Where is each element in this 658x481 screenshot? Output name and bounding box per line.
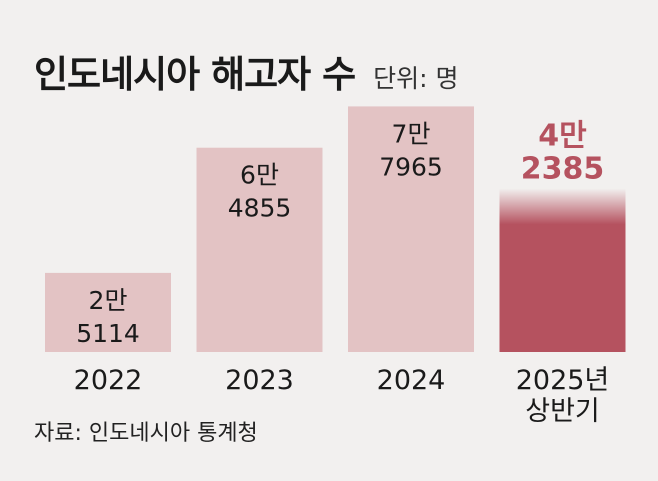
category-label-2-line1: 2024 [377, 365, 446, 396]
value-label-2-line2: 7965 [379, 152, 443, 181]
value-label-0-line1: 2만 [89, 286, 128, 315]
bar-0 [45, 272, 171, 352]
chart-title: 인도네시아 해고자 수 [34, 53, 356, 96]
value-label-2-line1: 7만 [392, 119, 431, 148]
value-label-1-line1: 6만 [240, 161, 279, 190]
category-label-1-line1: 2023 [225, 365, 294, 396]
category-label-3-line2: 상반기 [525, 396, 600, 427]
category-label-0-line1: 2022 [74, 365, 143, 396]
value-label-3-line2: 2385 [521, 151, 605, 186]
source-note: 자료: 인도네시아 통계청 [34, 421, 258, 446]
title-row: 인도네시아 해고자 수 단위: 명 [34, 44, 459, 98]
value-label-1-line2: 4855 [228, 194, 292, 223]
bar-1 [196, 147, 323, 352]
value-label-0-line2: 5114 [76, 319, 140, 348]
value-label-3-line1: 4만 [538, 118, 587, 153]
bar-3 [499, 188, 626, 352]
unit-label: 단위: 명 [373, 64, 459, 93]
bar-2 [348, 106, 474, 352]
category-label-3-line1: 2025년 [516, 365, 610, 396]
